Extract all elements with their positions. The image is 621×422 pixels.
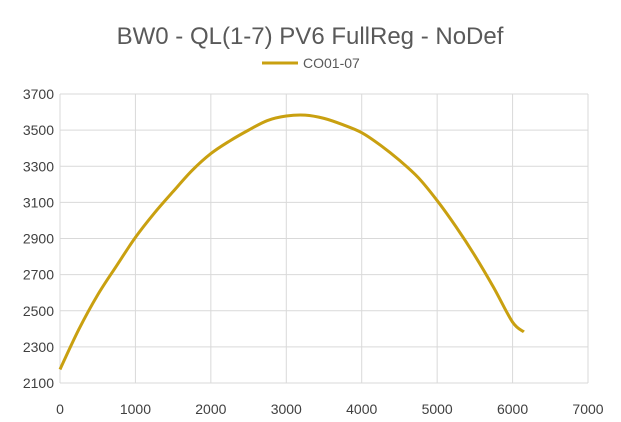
x-tick-label: 6000 bbox=[497, 401, 528, 417]
x-tick-label: 3000 bbox=[271, 401, 302, 417]
y-tick-label: 2100 bbox=[23, 375, 54, 391]
x-tick-label: 0 bbox=[56, 401, 64, 417]
x-axis-labels: 0 1000 2000 3000 4000 5000 6000 7000 bbox=[56, 401, 604, 417]
x-tick-label: 2000 bbox=[195, 401, 226, 417]
y-tick-label: 2500 bbox=[23, 303, 54, 319]
y-tick-label: 3300 bbox=[23, 158, 54, 174]
legend: CO01-07 bbox=[262, 55, 360, 71]
y-tick-label: 3700 bbox=[23, 86, 54, 102]
x-tick-label: 4000 bbox=[346, 401, 377, 417]
legend-label: CO01-07 bbox=[303, 55, 360, 71]
y-tick-label: 3500 bbox=[23, 122, 54, 138]
x-tick-label: 5000 bbox=[422, 401, 453, 417]
y-tick-label: 2300 bbox=[23, 339, 54, 355]
x-tick-label: 7000 bbox=[572, 401, 603, 417]
x-tick-label: 1000 bbox=[120, 401, 151, 417]
y-tick-label: 3100 bbox=[23, 194, 54, 210]
chart-title: BW0 - QL(1-7) PV6 FullReg - NoDef bbox=[117, 23, 504, 50]
gridlines bbox=[59, 93, 589, 384]
y-axis-labels: 2100 2300 2500 2700 2900 3100 3300 3500 3700 bbox=[23, 86, 54, 391]
y-tick-label: 2700 bbox=[23, 267, 54, 283]
y-tick-label: 2900 bbox=[23, 231, 54, 247]
series-group bbox=[58, 113, 525, 371]
series-line bbox=[58, 113, 525, 371]
